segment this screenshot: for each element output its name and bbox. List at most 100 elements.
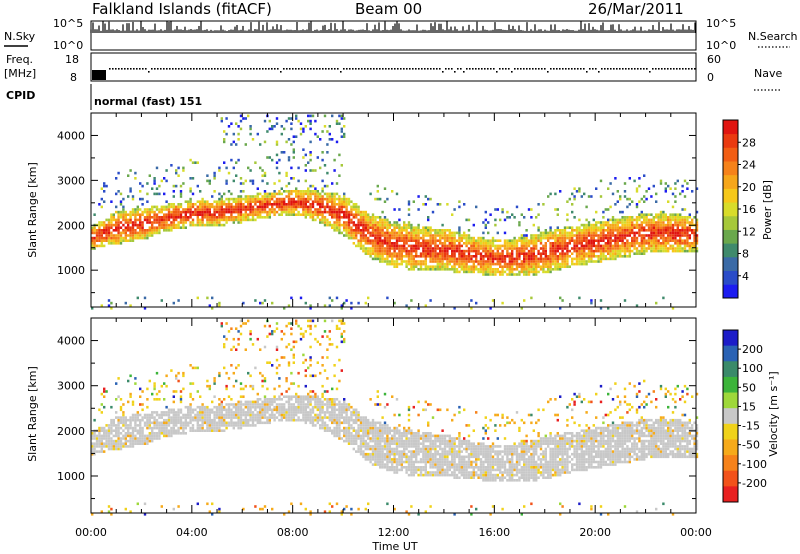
velocity-echo-cell [215, 405, 219, 409]
velocity-echo-cell [215, 424, 219, 427]
power-echo-cell [590, 244, 593, 248]
power-echo-cell [475, 301, 478, 305]
power-echo-cell [427, 216, 430, 219]
velocity-echo-cell [165, 432, 168, 435]
power-echo-cell [506, 249, 509, 253]
power-echo-cell [674, 242, 677, 245]
velocity-echo-cell [155, 434, 159, 438]
power-echo-cell [611, 234, 615, 237]
power-echo-cell [268, 208, 271, 211]
power-echo-cell [263, 140, 267, 144]
power-echo-cell [683, 195, 687, 198]
power-echo-cell [345, 299, 348, 302]
power-echo-cell [201, 208, 204, 211]
power-echo-cell [410, 223, 413, 227]
power-echo-cell [189, 223, 192, 227]
power-echo-cell [561, 255, 564, 258]
power-echo-cell [683, 216, 687, 219]
power-echo-cell [400, 236, 403, 240]
velocity-echo-cell [206, 384, 209, 388]
power-echo-cell [182, 166, 185, 170]
velocity-echo-cell [206, 429, 209, 432]
power-echo-cell [695, 210, 699, 214]
power-echo-cell [328, 213, 331, 216]
power-echo-cell [460, 244, 463, 248]
power-echo-cell [542, 270, 545, 274]
power-echo-cell [647, 244, 651, 248]
power-echo-cell [117, 221, 120, 224]
power-echo-cell [527, 242, 531, 245]
power-echo-cell [664, 239, 667, 242]
power-echo-cell [388, 223, 391, 227]
velocity-echo-cell [153, 424, 156, 427]
freq-point [418, 68, 420, 70]
velocity-echo-cell [251, 400, 255, 404]
velocity-echo-cell [254, 418, 257, 422]
power-echo-cell [271, 195, 274, 198]
velocity-echo-cell [103, 442, 106, 445]
power-echo-cell [124, 301, 127, 305]
power-echo-cell [662, 296, 665, 300]
power-echo-cell [323, 223, 327, 227]
velocity-echo-cell [107, 432, 111, 435]
power-echo-cell [431, 249, 435, 253]
power-echo-cell [292, 205, 295, 209]
velocity-echo-cell [148, 434, 151, 438]
power-echo-cell [520, 265, 523, 268]
freq-point [214, 68, 216, 70]
velocity-echo-cell [254, 405, 257, 409]
velocity-echo-cell [230, 416, 233, 419]
power-echo-cell [489, 239, 492, 242]
power-echo-cell [131, 234, 135, 237]
power-echo-cell [273, 192, 276, 196]
power-echo-cell [527, 208, 531, 211]
power-echo-cell [427, 242, 430, 245]
velocity-echo-cell [237, 413, 240, 417]
velocity-echo-cell [117, 426, 120, 430]
power-echo-cell [405, 223, 408, 227]
power-echo-cell [371, 247, 375, 250]
power-echo-cell [131, 223, 135, 227]
freq-point [499, 68, 501, 70]
velocity-echo-cell [155, 411, 159, 414]
velocity-echo-cell [103, 390, 106, 393]
velocity-echo-cell [256, 405, 259, 409]
power-echo-cell [527, 244, 531, 248]
velocity-echo-cell [134, 426, 137, 430]
velocity-echo-cell [235, 405, 238, 409]
power-echo-cell [688, 242, 691, 245]
power-echo-cell [458, 262, 461, 266]
power-echo-cell [259, 203, 262, 206]
velocity-echo-cell [218, 421, 221, 425]
power-echo-cell [429, 260, 432, 263]
power-echo-cell [446, 262, 449, 266]
velocity-echo-cell [179, 426, 183, 430]
power-echo-cell [316, 213, 319, 216]
power-echo-cell [393, 249, 396, 253]
power-echo-cell [537, 213, 540, 216]
power-echo-cell [561, 252, 564, 255]
velocity-echo-cell [129, 426, 132, 430]
power-echo-cell [436, 265, 439, 268]
power-echo-cell [251, 216, 255, 219]
velocity-echo-cell [242, 322, 245, 325]
power-echo-cell [374, 249, 377, 253]
power-echo-cell [614, 249, 617, 253]
power-echo-cell [455, 260, 459, 263]
power-echo-cell [381, 210, 384, 214]
power-echo-cell [223, 140, 226, 144]
power-echo-cell [167, 210, 171, 214]
power-echo-cell [623, 226, 627, 229]
velocity-echo-cell [107, 426, 111, 430]
velocity-echo-cell [165, 424, 168, 427]
power-echo-cell [287, 117, 291, 120]
power-echo-cell [134, 236, 137, 240]
velocity-echo-cell [239, 421, 243, 425]
power-echo-cell [338, 153, 341, 157]
power-echo-cell [595, 226, 598, 229]
power-echo-cell [163, 205, 166, 209]
power-echo-cell [434, 252, 437, 255]
power-echo-cell [239, 205, 243, 209]
velocity-echo-cell [220, 403, 223, 406]
velocity-echo-cell [141, 418, 144, 422]
